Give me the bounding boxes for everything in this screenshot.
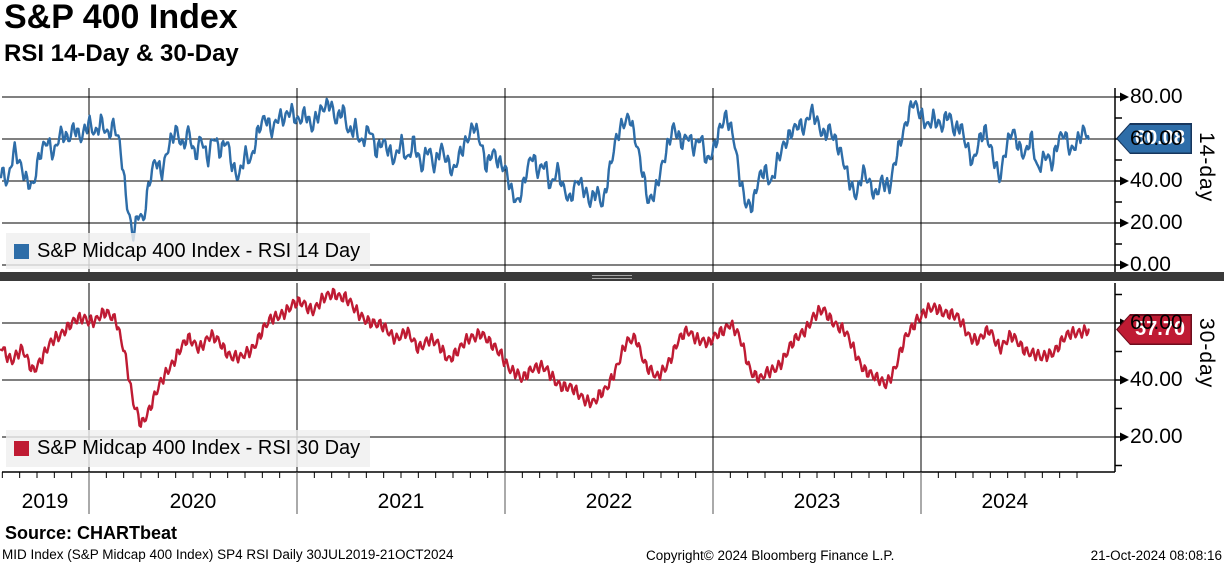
panel-splitter-grip[interactable] [592, 275, 632, 276]
y-axis-name-14-day: 14-day [1195, 132, 1218, 203]
last-value-badge-rsi-30: 57.70 [1116, 314, 1192, 345]
y-tick-label: 40.00 [1130, 169, 1183, 192]
y-tick-label: 0.00 [1130, 253, 1171, 276]
series-line-rsi-14 [0, 97, 1090, 242]
x-tick-label-2021: 2021 [377, 490, 425, 513]
y-tick-label: 80.00 [1130, 85, 1183, 108]
badge-fill [1117, 315, 1191, 344]
legend-rsi-30-day-label: S&P Midcap 400 Index - RSI 30 Day [37, 437, 361, 459]
source-line: Source: CHARTbeat [5, 523, 178, 543]
security-meta-line: MID Index (S&P Midcap 400 Index) SP4 RSI… [2, 547, 454, 562]
y-tick-label: 20.00 [1130, 425, 1183, 448]
chart-title: S&P 400 Index [4, 0, 238, 36]
legend-rsi-14-day-label: S&P Midcap 400 Index - RSI 14 Day [37, 239, 361, 262]
panel-splitter [0, 272, 1224, 281]
timestamp: 21-Oct-2024 08:08:16 [1090, 548, 1222, 563]
y-tick-label: 40.00 [1130, 368, 1183, 391]
y-axis-name-30-day: 30-day [1195, 318, 1218, 389]
y-tick-label: 20.00 [1130, 211, 1183, 234]
y-tick-label: 60.00 [1130, 127, 1183, 150]
rsi-30-day-swatch-icon [14, 441, 29, 456]
chart-subtitle: RSI 14-Day & 30-Day [4, 40, 239, 67]
legend-rsi-30-day[interactable]: S&P Midcap 400 Index - RSI 30 Day [6, 430, 370, 467]
x-tick-label-2022: 2022 [585, 490, 633, 513]
x-tick-label-2019: 2019 [21, 490, 69, 513]
series-line-rsi-30 [0, 287, 1090, 428]
badge-fill [1117, 124, 1191, 153]
last-value-rsi-30: 57.70 [1134, 318, 1186, 340]
copyright-line: Copyright© 2024 Bloomberg Finance L.P. [646, 548, 895, 563]
x-tick-label-2023: 2023 [793, 490, 841, 513]
last-value-badge-rsi-14: 60.08 [1116, 123, 1192, 154]
rsi-14-day-swatch-icon [14, 243, 29, 259]
x-tick-label-2024: 2024 [981, 490, 1029, 513]
last-value-rsi-14: 60.08 [1134, 127, 1186, 149]
x-tick-label-2020: 2020 [169, 490, 217, 513]
y-tick-label: 60.00 [1130, 311, 1183, 334]
legend-rsi-14-day[interactable]: S&P Midcap 400 Index - RSI 14 Day [6, 233, 370, 269]
